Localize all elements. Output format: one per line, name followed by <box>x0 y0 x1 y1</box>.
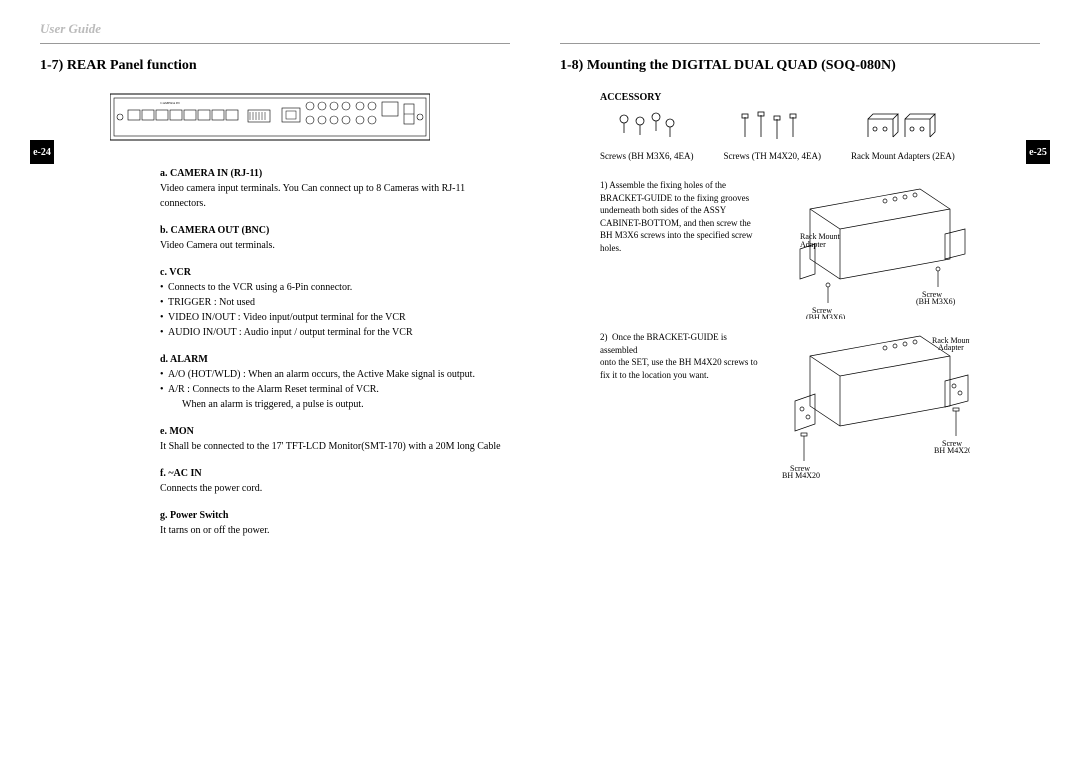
svg-text:BH M4X20: BH M4X20 <box>782 471 820 480</box>
accessory-heading: ACCESSORY <box>600 92 1040 103</box>
step-line: Once the BRACKET-GUIDE is assembled <box>600 332 727 355</box>
section-line: It Shall be connected to the 17' TFT-LCD… <box>160 439 510 454</box>
section-bullet: TRIGGER : Not used <box>160 295 510 310</box>
svg-text:BH M4X20: BH M4X20 <box>934 446 970 455</box>
step-num: 2) <box>600 332 608 342</box>
mount-step-2: 2) Once the BRACKET-GUIDE is assembled o… <box>600 331 1040 481</box>
svg-text:Adapter: Adapter <box>800 240 826 249</box>
section-c: c. VCR Connects to the VCR using a 6-Pin… <box>160 265 510 340</box>
section-title-right: 1-8) Mounting the DIGITAL DUAL QUAD (SOQ… <box>560 58 1040 74</box>
section-g: g. Power Switch It tarns on or off the p… <box>160 508 510 538</box>
section-head: a. CAMERA IN (RJ-11) <box>160 166 510 181</box>
step-line: holes. <box>600 243 621 253</box>
section-b: b. CAMERA OUT (BNC) Video Camera out ter… <box>160 223 510 253</box>
section-f: f. ~AC IN Connects the power cord. <box>160 466 510 496</box>
section-line: It tarns on or off the power. <box>160 523 510 538</box>
page-number-left: e-24 <box>30 140 54 164</box>
section-d: d. ALARM A/O (HOT/WLD) : When an alarm o… <box>160 352 510 412</box>
camera-in-label: CAMERA IN <box>160 101 180 105</box>
svg-text:(BH M3X6): (BH M3X6) <box>916 297 956 306</box>
sections-list: a. CAMERA IN (RJ-11) Video camera input … <box>160 166 510 538</box>
step-line: fix it to the location you want. <box>600 370 709 380</box>
section-bullet: Connects to the VCR using a 6-Pin connec… <box>160 280 510 295</box>
accessory-label: Screws (TH M4X20, 4EA) <box>724 151 821 161</box>
screws-th-icon <box>737 109 807 145</box>
step-line: onto the SET, use the BH M4X20 screws to <box>600 357 758 367</box>
section-line: Video Camera out terminals. <box>160 238 510 253</box>
step2-diagram: Rack Mount Adapter Screw BH M4X20 Screw … <box>770 331 1040 481</box>
step-line: CABINET-BOTTOM, and then screw the <box>600 218 751 228</box>
right-page: e-25 1-8) Mounting the DIGITAL DUAL QUAD… <box>540 0 1080 763</box>
section-line: Connects the power cord. <box>160 481 510 496</box>
step-line: BH M3X6 screws into the specified screw <box>600 230 752 240</box>
step-line: Assemble the fixing holes of the <box>609 180 726 190</box>
section-bullet: A/O (HOT/WLD) : When an alarm occurs, th… <box>160 367 510 382</box>
section-head: c. VCR <box>160 265 510 280</box>
svg-text:Adapter: Adapter <box>938 343 964 352</box>
page-header-left: User Guide <box>40 20 510 44</box>
page-header-right <box>560 20 1040 44</box>
section-a: a. CAMERA IN (RJ-11) Video camera input … <box>160 166 510 211</box>
screws-bh-icon <box>612 109 682 145</box>
accessory-screws-th: Screws (TH M4X20, 4EA) <box>724 109 821 161</box>
rack-adapter-icon <box>863 109 943 145</box>
left-page: User Guide e-24 1-7) REAR Panel function… <box>0 0 540 763</box>
section-line: When an alarm is triggered, a pulse is o… <box>160 397 510 412</box>
rear-panel-diagram: CAMERA IN <box>110 92 510 142</box>
section-head: d. ALARM <box>160 352 510 367</box>
section-title-left: 1-7) REAR Panel function <box>40 58 510 74</box>
section-bullet: A/R : Connects to the Alarm Reset termin… <box>160 382 510 397</box>
section-head: f. ~AC IN <box>160 466 510 481</box>
step-line: BRACKET-GUIDE to the fixing grooves <box>600 193 749 203</box>
section-line: Video camera input terminals. You Can co… <box>160 181 510 211</box>
section-head: g. Power Switch <box>160 508 510 523</box>
accessory-label: Rack Mount Adapters (2EA) <box>851 151 955 161</box>
section-bullet: AUDIO IN/OUT : Audio input / output term… <box>160 325 510 340</box>
section-head: b. CAMERA OUT (BNC) <box>160 223 510 238</box>
step1-text: 1) Assemble the fixing holes of the BRAC… <box>600 179 770 319</box>
step-num: 1) <box>600 180 608 190</box>
step2-text: 2) Once the BRACKET-GUIDE is assembled o… <box>600 331 770 481</box>
section-head: e. MON <box>160 424 510 439</box>
brand-text: User Guide <box>40 21 101 36</box>
section-bullet: VIDEO IN/OUT : Video input/output termin… <box>160 310 510 325</box>
accessory-adapters: Rack Mount Adapters (2EA) <box>851 109 955 161</box>
svg-text:(BH M3X6): (BH M3X6) <box>806 313 846 319</box>
page-number-right: e-25 <box>1026 140 1050 164</box>
mount-step-1: 1) Assemble the fixing holes of the BRAC… <box>600 179 1040 319</box>
section-e: e. MON It Shall be connected to the 17' … <box>160 424 510 454</box>
step-line: underneath both sides of the ASSY <box>600 205 726 215</box>
step1-diagram: Rack Mount Adapter Screw (BH M3X6) Screw… <box>770 179 1040 319</box>
accessory-row: Screws (BH M3X6, 4EA) Screws (TH M4X20, … <box>600 109 1040 161</box>
accessory-screws-bh: Screws (BH M3X6, 4EA) <box>600 109 694 161</box>
accessory-label: Screws (BH M3X6, 4EA) <box>600 151 694 161</box>
